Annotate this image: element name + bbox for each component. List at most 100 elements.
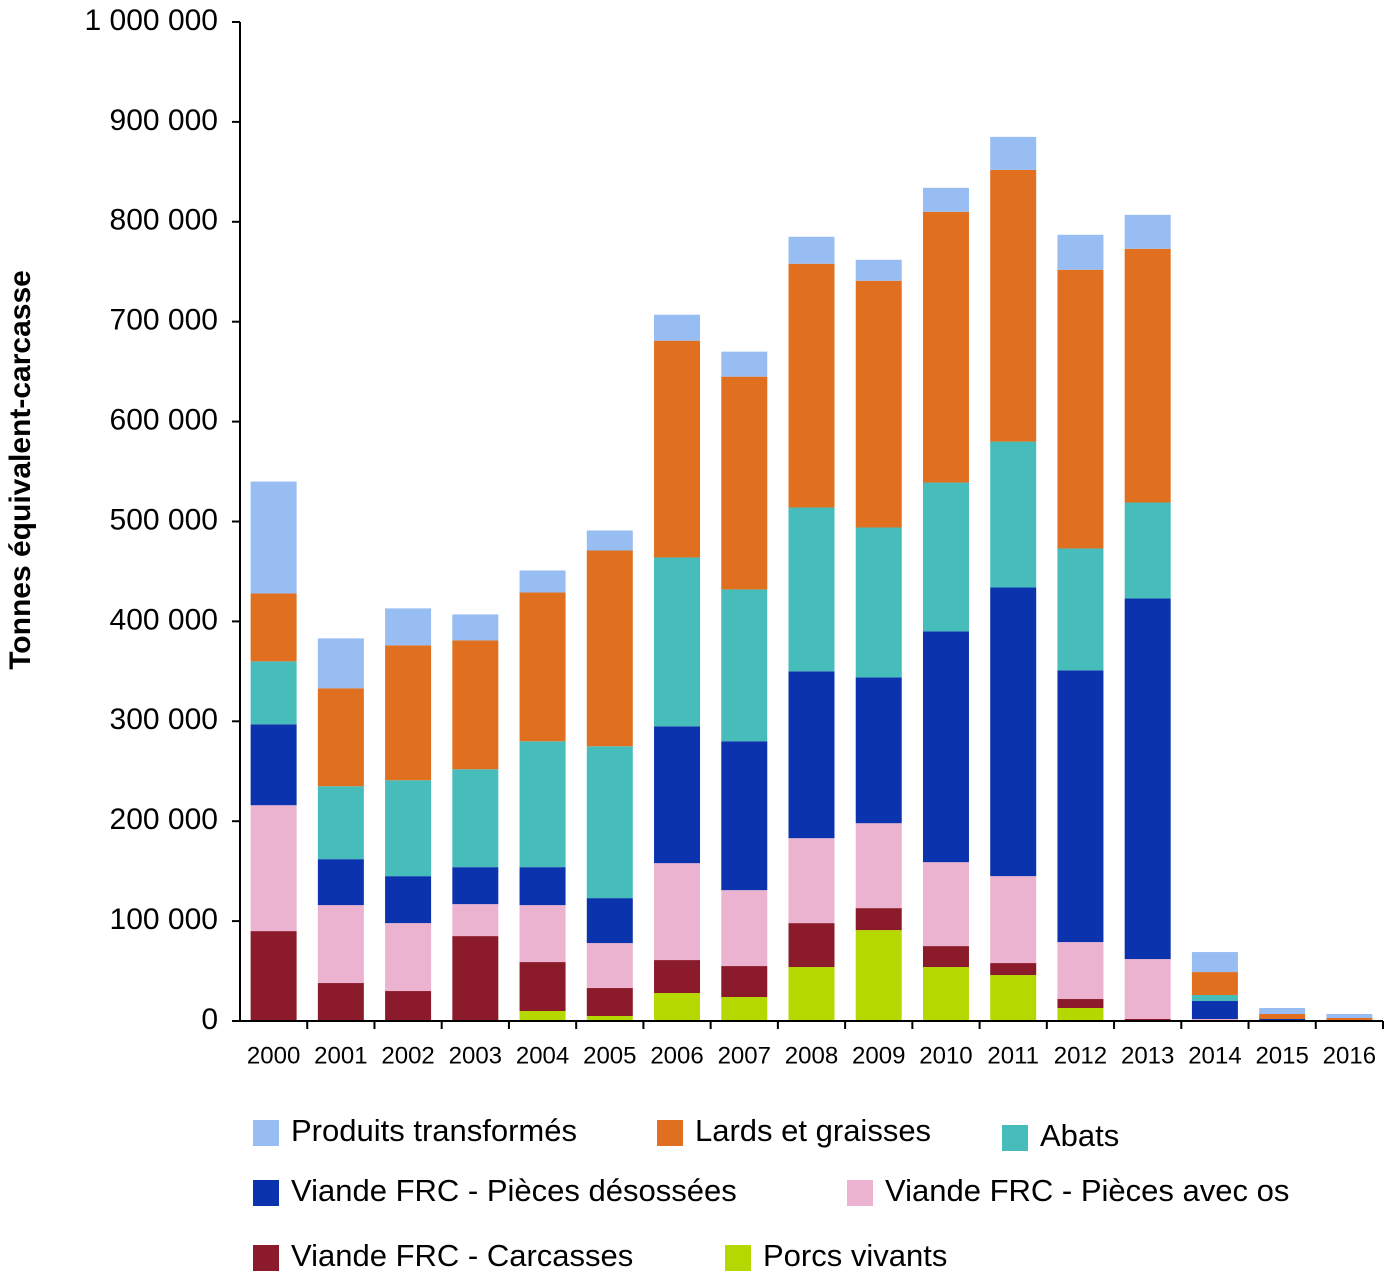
x-tick-label: 2015 bbox=[1255, 1042, 1308, 1069]
x-tick-label: 2013 bbox=[1121, 1042, 1174, 1069]
x-tick-label: 2002 bbox=[381, 1042, 434, 1069]
bar-segment bbox=[721, 966, 768, 998]
bar-segment bbox=[250, 805, 297, 932]
bar-segment bbox=[990, 975, 1037, 1021]
bar-segment bbox=[990, 587, 1037, 877]
bar-segment bbox=[317, 688, 364, 787]
bar-segment bbox=[855, 527, 902, 678]
bar-segment bbox=[922, 967, 969, 1021]
bar-segment bbox=[1259, 1014, 1306, 1020]
x-tick-label: 2007 bbox=[718, 1042, 771, 1069]
bar-segment bbox=[1191, 952, 1238, 973]
bar-segment bbox=[1191, 1001, 1238, 1020]
bar-segment bbox=[855, 677, 902, 824]
bar-segment bbox=[1057, 942, 1104, 1000]
y-tick-label: 0 bbox=[201, 1003, 218, 1036]
bar-segment bbox=[1057, 269, 1104, 549]
x-tick-label: 2014 bbox=[1188, 1042, 1241, 1069]
bar-segment bbox=[1057, 234, 1104, 270]
bar-segment bbox=[1124, 598, 1171, 960]
y-tick-label: 200 000 bbox=[110, 803, 218, 836]
bar-segment bbox=[452, 769, 499, 868]
bar-segment bbox=[1124, 214, 1171, 249]
x-tick-label: 2004 bbox=[516, 1042, 569, 1069]
bar-segment bbox=[250, 593, 297, 662]
legend-swatch bbox=[253, 1245, 279, 1271]
bar-segment bbox=[586, 1016, 633, 1021]
bar-segment bbox=[654, 557, 701, 727]
bar-segment bbox=[990, 963, 1037, 976]
x-tick-label: 2008 bbox=[785, 1042, 838, 1069]
bar-segment bbox=[788, 263, 835, 508]
bar-segment bbox=[654, 863, 701, 961]
bar-segment bbox=[1057, 1008, 1104, 1021]
bar-segment bbox=[788, 923, 835, 968]
bar-segment bbox=[922, 862, 969, 947]
bar-segment bbox=[586, 943, 633, 989]
bar-segment bbox=[250, 931, 297, 1021]
x-tick-label: 2003 bbox=[449, 1042, 502, 1069]
y-tick-label: 100 000 bbox=[110, 903, 218, 936]
legend-label: Produits transformés bbox=[291, 1113, 577, 1148]
legend-label: Viande FRC - Pièces désossées bbox=[291, 1173, 737, 1208]
legend-swatch bbox=[847, 1180, 873, 1206]
x-tick-label: 2011 bbox=[987, 1042, 1039, 1069]
bar-segment bbox=[1124, 959, 1171, 1020]
bar-segment bbox=[385, 645, 432, 781]
bar-segment bbox=[317, 859, 364, 906]
legend-label: Viande FRC - Pièces avec os bbox=[885, 1173, 1289, 1208]
bar-segment bbox=[922, 211, 969, 483]
bar-segment bbox=[654, 314, 701, 341]
x-tick-label: 2010 bbox=[919, 1042, 972, 1069]
bar-segment bbox=[317, 638, 364, 689]
bar-segment bbox=[519, 867, 566, 906]
legend-swatch bbox=[253, 1120, 279, 1146]
bar-segment bbox=[519, 1011, 566, 1021]
bar-segment bbox=[586, 530, 633, 551]
legend-label: Lards et graisses bbox=[695, 1113, 931, 1148]
bar-segment bbox=[1057, 548, 1104, 671]
legend-swatch bbox=[657, 1120, 683, 1146]
bar-segment bbox=[922, 946, 969, 968]
bar-segment bbox=[519, 592, 566, 742]
x-tick-label: 2006 bbox=[650, 1042, 703, 1069]
bar-segment bbox=[385, 991, 432, 1021]
bar-segment bbox=[1259, 1008, 1306, 1015]
bar-segment bbox=[586, 746, 633, 899]
bar-segment bbox=[654, 993, 701, 1021]
bar-segment bbox=[1326, 1014, 1373, 1019]
bar-segment bbox=[1057, 670, 1104, 943]
bar-segment bbox=[586, 988, 633, 1017]
bar-segment bbox=[855, 908, 902, 931]
bar-segment bbox=[788, 838, 835, 924]
bar-segment bbox=[721, 741, 768, 891]
bar-segment bbox=[721, 589, 768, 742]
bar-segment bbox=[452, 640, 499, 770]
bar-segment bbox=[1191, 972, 1238, 996]
y-tick-label: 800 000 bbox=[110, 204, 218, 237]
bar-segment bbox=[519, 741, 566, 868]
bar-segment bbox=[452, 614, 499, 641]
bar-segment bbox=[519, 905, 566, 963]
bar-segment bbox=[250, 661, 297, 725]
bar-segment bbox=[654, 960, 701, 994]
bar-segment bbox=[922, 482, 969, 632]
y-tick-label: 500 000 bbox=[110, 503, 218, 536]
bar-segment bbox=[452, 867, 499, 905]
bar-segment bbox=[788, 236, 835, 264]
bar-segment bbox=[855, 823, 902, 909]
bar-segment bbox=[1326, 1018, 1373, 1021]
bar-segment bbox=[721, 997, 768, 1021]
legend-label: Porcs vivants bbox=[763, 1238, 947, 1273]
bar-segment bbox=[990, 441, 1037, 588]
y-tick-label: 400 000 bbox=[110, 603, 218, 636]
bar-segment bbox=[990, 876, 1037, 964]
bar-segment bbox=[855, 280, 902, 528]
y-tick-label: 300 000 bbox=[110, 703, 218, 736]
bar-segment bbox=[317, 786, 364, 860]
x-tick-label: 2009 bbox=[852, 1042, 905, 1069]
bar-segment bbox=[922, 187, 969, 212]
y-tick-label: 600 000 bbox=[110, 404, 218, 437]
x-tick-label: 2005 bbox=[583, 1042, 636, 1069]
